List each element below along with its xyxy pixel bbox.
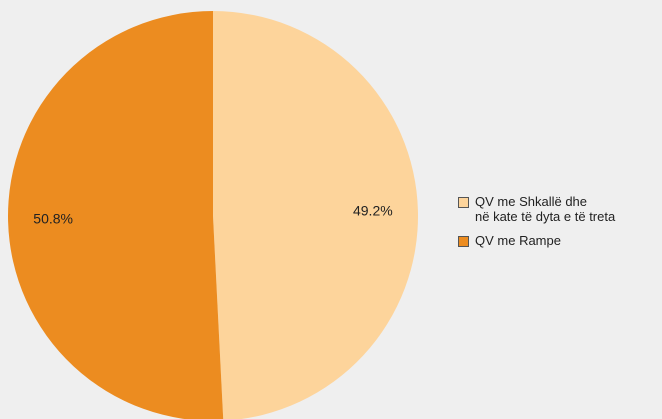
legend: QV me Shkallë dhe në kate të dyta e të t… bbox=[458, 194, 615, 257]
legend-label: QV me Rampe bbox=[475, 233, 561, 248]
pie-slice bbox=[7, 11, 224, 419]
legend-label: QV me Shkallë dhe në kate të dyta e të t… bbox=[475, 194, 616, 224]
legend-swatch bbox=[458, 197, 469, 208]
legend-item: QV me Rampe bbox=[458, 233, 615, 248]
legend-swatch bbox=[458, 236, 469, 247]
legend-item: QV me Shkallë dhe në kate të dyta e të t… bbox=[458, 194, 615, 224]
data-label: 50.8% bbox=[33, 211, 73, 227]
pie-slice bbox=[213, 11, 418, 419]
data-label: 49.2% bbox=[353, 203, 393, 219]
